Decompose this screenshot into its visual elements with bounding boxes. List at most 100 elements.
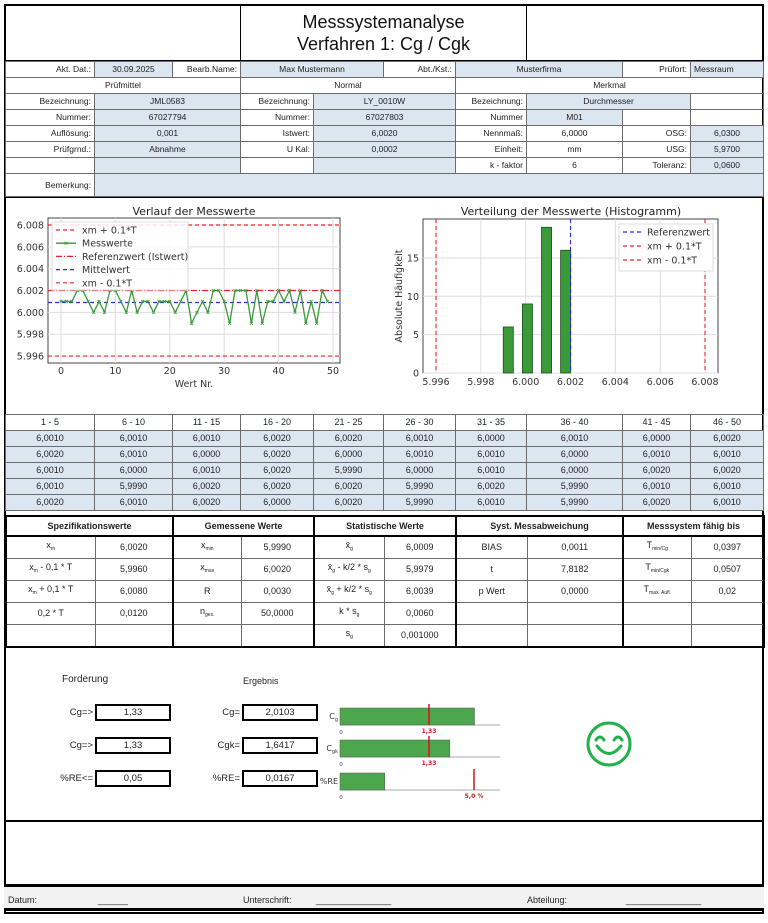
datum-line[interactable]: ______ [98, 895, 129, 905]
measurement-cell[interactable]: 6,0020 [690, 462, 764, 479]
measurement-cell[interactable]: 6,0020 [622, 462, 691, 479]
measurement-cell[interactable]: 6,0020 [313, 430, 384, 447]
unterschrift-label: Unterschrift: [243, 895, 292, 905]
measurement-cell[interactable]: 6,0010 [622, 446, 691, 463]
measurement-cell[interactable]: 6,0010 [94, 494, 173, 511]
measurement-cell[interactable]: 6,0010 [5, 478, 95, 495]
measurement-cell[interactable]: 6,0020 [455, 478, 527, 495]
pm-grund-field[interactable]: Abnahme [94, 141, 241, 158]
measurement-cell[interactable]: 6,0010 [383, 430, 456, 447]
osg-label: OSG: [622, 125, 692, 142]
pm-nr-field[interactable]: 67027794 [94, 109, 241, 126]
measurement-cell[interactable]: 6,0020 [5, 446, 95, 463]
stats-group-header: Syst. Messabweichung [455, 515, 624, 537]
normal-ukal-field[interactable]: 0,0002 [312, 141, 457, 158]
label-subscript: ges. [205, 612, 215, 618]
measurement-cell[interactable]: 6,0000 [240, 494, 314, 511]
data-point [168, 299, 172, 304]
pruefort-field[interactable]: Messraum [690, 61, 765, 78]
measurement-cell[interactable]: 6,0020 [313, 478, 384, 495]
osg-field[interactable]: 6,0300 [690, 125, 765, 142]
pm-extra-field[interactable] [94, 157, 241, 174]
measurement-cell[interactable]: 6,0000 [383, 462, 456, 479]
req-re-field[interactable]: 0,05 [95, 770, 171, 787]
measurement-cell[interactable]: 6,0010 [94, 446, 173, 463]
measurement-cell[interactable]: 6,0010 [172, 430, 241, 447]
measurement-cell[interactable]: 6,0020 [5, 494, 95, 511]
measurement-cell[interactable]: 6,0000 [172, 446, 241, 463]
pm-bez-field[interactable]: JML0583 [94, 93, 241, 110]
series-line-messwerte [61, 288, 329, 326]
measurement-cell[interactable]: 5,9990 [313, 462, 384, 479]
normal-bez-field[interactable]: LY_0010W [312, 93, 457, 110]
measurement-cell[interactable]: 5,9990 [526, 494, 623, 511]
nennmass-field[interactable]: 6,0000 [526, 125, 624, 142]
measurement-cell[interactable]: 6,0020 [622, 494, 691, 511]
measurement-cell[interactable]: 5,9990 [94, 478, 173, 495]
measurement-cell[interactable]: 6,0000 [526, 446, 623, 463]
merkmal-bez-field[interactable]: Durchmesser [526, 93, 692, 110]
stats-row: 0,2 * T 0,0120 nges. 50,0000 k * sg 0,0060 [5, 602, 766, 625]
akt-dat-field[interactable]: 30.09.2025 [94, 61, 173, 78]
measurement-cell[interactable]: 6,0000 [622, 430, 691, 447]
measurement-cell[interactable]: 6,0020 [172, 494, 241, 511]
stats-label: 0,2 * T [5, 602, 96, 625]
pruefmittel-heading: Prüfmittel [5, 77, 241, 94]
einheit-field[interactable]: mm [526, 141, 624, 158]
datum-label: Datum: [8, 895, 38, 905]
measurement-cell[interactable]: 5,9990 [383, 478, 456, 495]
measurement-cell[interactable]: 6,0010 [526, 430, 623, 447]
pm-aufl-field[interactable]: 0,001 [94, 125, 241, 142]
normal-extra-field[interactable] [312, 157, 457, 174]
measurement-cell[interactable]: 6,0010 [455, 494, 527, 511]
x-tick-label: 6.008 [691, 377, 718, 388]
req-cg-field[interactable]: 1,33 [95, 704, 171, 721]
measurement-cell[interactable]: 6,0020 [240, 446, 314, 463]
measurement-cell[interactable]: 6,0020 [690, 430, 764, 447]
measurement-cell[interactable]: 6,0020 [240, 462, 314, 479]
req-cgk-label: Cg=> [69, 740, 93, 751]
measurement-cell[interactable]: 6,0020 [172, 478, 241, 495]
merkmal-nr-field[interactable]: M01 [526, 109, 624, 126]
measurement-cell[interactable]: 6,0010 [690, 478, 764, 495]
measurement-cell[interactable]: 6,0000 [455, 430, 527, 447]
measurement-cell[interactable]: 6,0020 [313, 494, 384, 511]
measurement-cell[interactable]: 6,0010 [455, 462, 527, 479]
measurement-cell[interactable]: 6,0000 [313, 446, 384, 463]
measurement-cell[interactable]: 5,9990 [383, 494, 456, 511]
measurement-cell[interactable]: 6,0010 [5, 462, 95, 479]
toleranz-field[interactable]: 0,0600 [690, 157, 765, 174]
data-point [124, 310, 129, 315]
normal-nr-field[interactable]: 67027803 [312, 109, 457, 126]
normal-istwert-field[interactable]: 6,0020 [312, 125, 457, 142]
measurement-cell[interactable]: 6,0020 [240, 430, 314, 447]
legend-label: xm + 0.1*T [82, 226, 137, 237]
measurement-cell[interactable]: 5,9990 [526, 478, 623, 495]
measurement-cell[interactable]: 6,0010 [94, 430, 173, 447]
usg-field[interactable]: 5,9700 [690, 141, 765, 158]
measurement-cell[interactable]: 6,0000 [94, 462, 173, 479]
abt-field[interactable]: Musterfirma [455, 61, 624, 78]
bemerkung-field[interactable] [93, 173, 765, 197]
measurement-cell[interactable]: 6,0010 [383, 446, 456, 463]
measurement-cell[interactable]: 6,0010 [690, 446, 764, 463]
req-cgk-field[interactable]: 1,33 [95, 737, 171, 754]
res-cgk-value: 1,6417 [242, 737, 318, 754]
measurement-cell[interactable]: 6,0010 [172, 462, 241, 479]
label-subscript: m [33, 568, 38, 574]
k-faktor-field[interactable]: 6 [526, 157, 624, 174]
measurement-cell[interactable]: 6,0010 [622, 478, 691, 495]
title-block: Messsystemanalyse Verfahren 1: Cg / Cgk [5, 5, 764, 61]
histogram-chart: 5.996 5.998 6.000 6.002 6.004 6.006 6.008 0 5 10 1… [394, 205, 719, 388]
unterschrift-line[interactable]: _______________ [316, 895, 392, 905]
measurement-cell[interactable]: 6,0010 [690, 494, 764, 511]
x-tick-label: 10 [109, 366, 121, 377]
measurement-cell[interactable]: 6,0000 [526, 462, 623, 479]
measurement-cell[interactable]: 6,0010 [5, 430, 95, 447]
abteilung-line[interactable]: _______________ [626, 895, 702, 905]
measurement-cell[interactable]: 6,0020 [240, 478, 314, 495]
bearb-name-field[interactable]: Max Mustermann [239, 61, 385, 78]
stats-label: p Wert [455, 580, 528, 603]
measurement-cell[interactable]: 6,0010 [455, 446, 527, 463]
stats-label [172, 624, 242, 648]
